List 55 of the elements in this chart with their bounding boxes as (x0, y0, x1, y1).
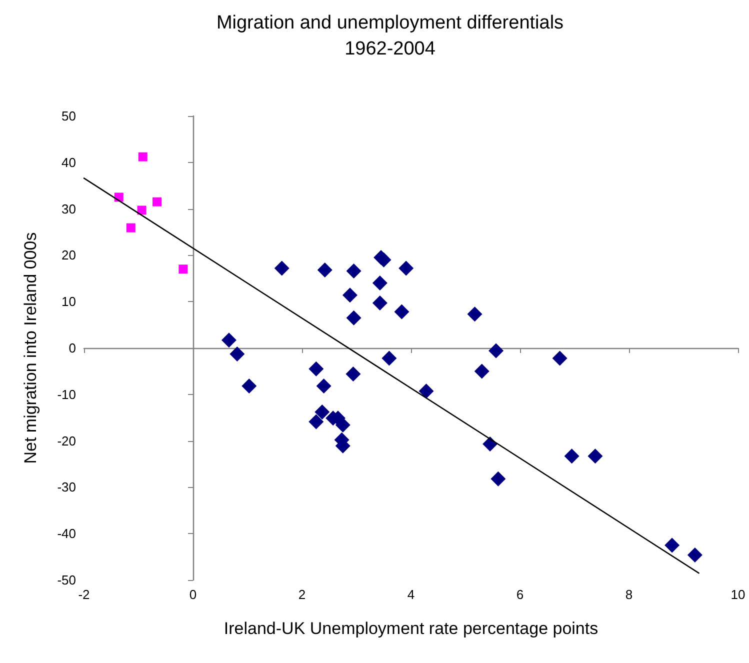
y-tick-label: 0 (68, 340, 76, 356)
point (138, 152, 148, 162)
x-tick-label: 8 (625, 587, 633, 602)
point (346, 366, 361, 382)
chart-title: Migration and unemployment differentials 1962-2004 (216, 12, 564, 60)
y-tick-label: -10 (57, 386, 76, 402)
y-tick-label: 20 (62, 248, 76, 263)
x-tick-label: 4 (407, 587, 415, 602)
point (418, 384, 434, 399)
y-tick-label: -20 (57, 433, 76, 448)
x-tick-label: 6 (516, 587, 524, 602)
x-tick-label: -2 (78, 587, 90, 602)
point (342, 288, 358, 303)
point (664, 538, 680, 553)
point (335, 418, 350, 433)
x-tick-label: 0 (189, 587, 197, 602)
point (126, 223, 136, 232)
y-tick-label: -50 (57, 572, 76, 588)
point (230, 346, 245, 362)
y-tick-label: 30 (62, 201, 76, 216)
x-tick-label: 10 (730, 587, 746, 602)
point (137, 206, 146, 215)
point (314, 404, 330, 420)
point (490, 471, 506, 486)
point (308, 361, 324, 376)
point (398, 260, 414, 276)
point (346, 263, 362, 278)
point (372, 276, 388, 291)
point (372, 295, 388, 310)
point (242, 378, 257, 394)
y-tick-label: 10 (62, 294, 76, 310)
point (308, 414, 324, 430)
y-tick-label: 50 (62, 108, 76, 124)
point (588, 448, 603, 464)
point (274, 260, 290, 276)
y-tick-label: -30 (57, 480, 76, 495)
point (221, 332, 236, 348)
x-axis-title: Ireland-UK Unemployment rate percentage points (224, 619, 598, 638)
point (467, 306, 482, 322)
point (488, 343, 504, 358)
point (564, 448, 580, 464)
y-axis-title: Net migration into Ireland 000s (21, 232, 40, 464)
point (152, 197, 162, 206)
point (346, 310, 362, 326)
y-tick-label: 40 (62, 154, 76, 170)
point (178, 264, 188, 274)
point (474, 364, 490, 379)
point (316, 378, 332, 394)
point (317, 262, 332, 278)
point (382, 350, 397, 366)
x-tick-label: 2 (298, 587, 306, 602)
point (552, 350, 568, 366)
point (394, 304, 410, 320)
y-tick-label: -40 (57, 526, 76, 542)
point (687, 547, 702, 562)
